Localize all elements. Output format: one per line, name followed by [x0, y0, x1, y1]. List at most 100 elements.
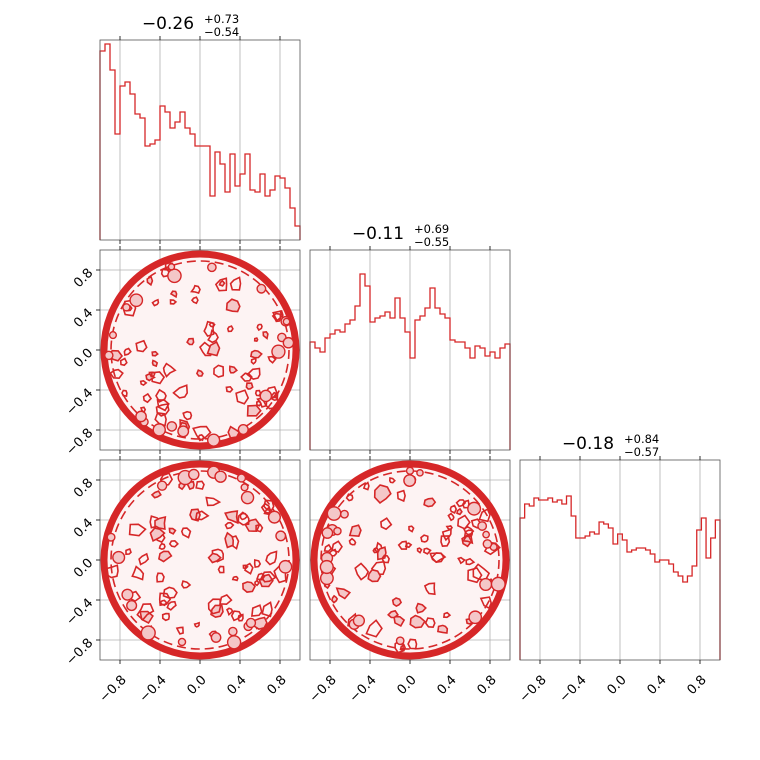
joint-3-1-edge-contour-1 — [210, 632, 222, 643]
joint-2-1-contour-19 — [250, 357, 257, 365]
joint-3-2-edge-contour-12 — [333, 526, 342, 536]
diag-3-title-minus: −0.57 — [624, 445, 659, 459]
joint-3-1-density-disk — [102, 462, 298, 658]
joint-2-1-contour-14 — [142, 392, 153, 404]
joint-3-2-contour-9 — [465, 557, 476, 566]
joint-3-2-edge-contour-16 — [319, 559, 334, 575]
joint-3-1-edge-contour-19 — [214, 470, 227, 483]
joint-3-1-contour-26 — [195, 480, 205, 490]
joint-2-1-contour-15 — [229, 276, 242, 291]
joint-3-2-contour-3 — [478, 508, 491, 523]
joint-2-1-inner-contour — [110, 260, 290, 440]
joint-3-1-edge-contour-2 — [112, 550, 126, 565]
joint-2-1-contour-4 — [225, 298, 241, 313]
joint-2-1-contour-56 — [195, 369, 204, 377]
joint-2-1-ytick-label-3: 0.4 — [71, 306, 96, 331]
joint-3-2-contour-20 — [387, 609, 399, 619]
joint-2-1-contour-48 — [228, 365, 238, 374]
joint-3-1-contour-41 — [254, 579, 260, 587]
joint-3-1-contour-62 — [159, 472, 174, 487]
joint-2-1-edge-contour-13 — [206, 433, 221, 447]
joint-2-1-contour-23 — [253, 337, 259, 342]
joint-3-2-contour-56 — [409, 614, 426, 629]
joint-3-2-contour-58 — [461, 533, 474, 545]
joint-2-1-contour-31 — [207, 329, 219, 344]
diag-3-xtick-label-2: 0.0 — [604, 673, 629, 698]
joint-3-2-contour-11 — [416, 547, 423, 554]
joint-3-1-ytick-label-4: 0.8 — [71, 476, 96, 501]
joint-3-2-contour-31 — [348, 537, 357, 546]
joint-3-1-contour-44 — [242, 581, 256, 593]
joint-2-1-contour-12 — [249, 349, 263, 359]
diag-2-title-median: −0.11 — [352, 224, 404, 244]
joint-3-1-contour-18 — [138, 552, 150, 566]
joint-2-1-ytick-label-0: −0.8 — [63, 426, 96, 459]
joint-3-2-edge-contour-9 — [479, 577, 493, 592]
joint-3-2-edge-contour-17 — [326, 506, 342, 521]
joint-2-1-contour-47 — [235, 389, 250, 405]
joint-3-2-contour-47 — [462, 525, 475, 536]
diag-1-title-plus: +0.73 — [204, 12, 239, 26]
joint-2-1-edge-contour-17 — [207, 262, 217, 273]
joint-3-2-contour-55 — [354, 562, 370, 581]
joint-2-1-ytick-label-2: 0.0 — [71, 346, 96, 371]
joint-3-1-contour-7 — [181, 580, 192, 589]
joint-3-1-outer-contour — [100, 460, 300, 660]
joint-3-1-contour-31 — [244, 562, 254, 575]
joint-3-1-contour-51 — [260, 571, 277, 583]
joint-3-2-contour-16 — [456, 507, 463, 516]
joint-3-2-contour-5 — [447, 512, 455, 522]
joint-2-1-contour-11 — [261, 395, 281, 410]
joint-3-2-contour-27 — [423, 582, 436, 596]
joint-2-1-contour-61 — [148, 371, 156, 378]
joint-3-2-inner-contour — [320, 470, 500, 650]
joint-3-1-contour-3 — [180, 527, 192, 539]
joint-3-2-edge-contour-0 — [467, 501, 482, 516]
joint-2-1-contour-62 — [139, 380, 148, 387]
joint-3-2-contour-50 — [381, 554, 390, 564]
joint-3-1-contour-17 — [231, 575, 239, 582]
joint-2-1-edge-contour-21 — [177, 425, 190, 438]
joint-3-1-xtick-label-0: −0.8 — [97, 673, 130, 706]
joint-2-1-edge-contour-10 — [256, 283, 267, 294]
joint-3-1-edge-contour-6 — [226, 635, 242, 650]
joint-3-2-contour-52 — [437, 624, 449, 634]
joint-3-2-contour-4 — [393, 615, 406, 627]
joint-2-1-contour-5 — [119, 357, 128, 367]
joint-3-1-contour-50 — [168, 539, 179, 548]
joint-2-1-contour-26 — [190, 296, 199, 305]
joint-3-2-contour-19 — [380, 517, 393, 531]
joint-3-1-edge-contour-9 — [156, 480, 168, 491]
joint-3-1-contour-65 — [260, 502, 271, 514]
joint-2-1-contour-22 — [109, 368, 124, 380]
diag-3-xtick-label-4: 0.8 — [684, 673, 709, 698]
joint-3-2-contour-69 — [429, 552, 447, 564]
joint-3-1-contour-35 — [253, 559, 262, 569]
joint-2-1-contour-28 — [186, 337, 195, 346]
joint-2-1-contour-58 — [208, 321, 216, 328]
joint-3-1-contour-56 — [154, 515, 167, 530]
joint-3-2-contour-57 — [388, 477, 396, 484]
joint-3-1-contour-2 — [166, 600, 177, 611]
joint-3-1-contour-59 — [217, 565, 225, 574]
joint-3-2-contour-24 — [348, 524, 362, 538]
joint-3-1-contour-54 — [193, 621, 200, 628]
joint-2-1-edge-contour-0 — [108, 331, 118, 340]
joint-2-1-edge-contour-14 — [282, 317, 291, 326]
joint-3-1-edge-contour-15 — [240, 483, 249, 492]
diag-3-title-median: −0.18 — [562, 434, 614, 454]
joint-3-2-contour-44 — [376, 546, 387, 561]
joint-3-2-contour-37 — [396, 489, 406, 503]
joint-2-1-contour-7 — [246, 367, 261, 380]
joint-3-1-edge-contour-5 — [240, 490, 255, 505]
joint-3-2-contour-40 — [415, 602, 427, 614]
joint-3-2-contour-6 — [345, 493, 354, 502]
joint-3-1-contour-53 — [230, 610, 243, 622]
joint-2-1-contour-54 — [225, 385, 234, 393]
joint-3-1-edge-contour-16 — [275, 530, 287, 542]
joint-3-2-edge-contour-8 — [339, 509, 349, 519]
joint-2-1-outer-contour — [100, 250, 300, 450]
joint-3-2-edge-contour-4 — [477, 521, 488, 531]
joint-3-1-edge-contour-17 — [106, 532, 116, 542]
joint-2-1-contour-6 — [162, 362, 177, 378]
